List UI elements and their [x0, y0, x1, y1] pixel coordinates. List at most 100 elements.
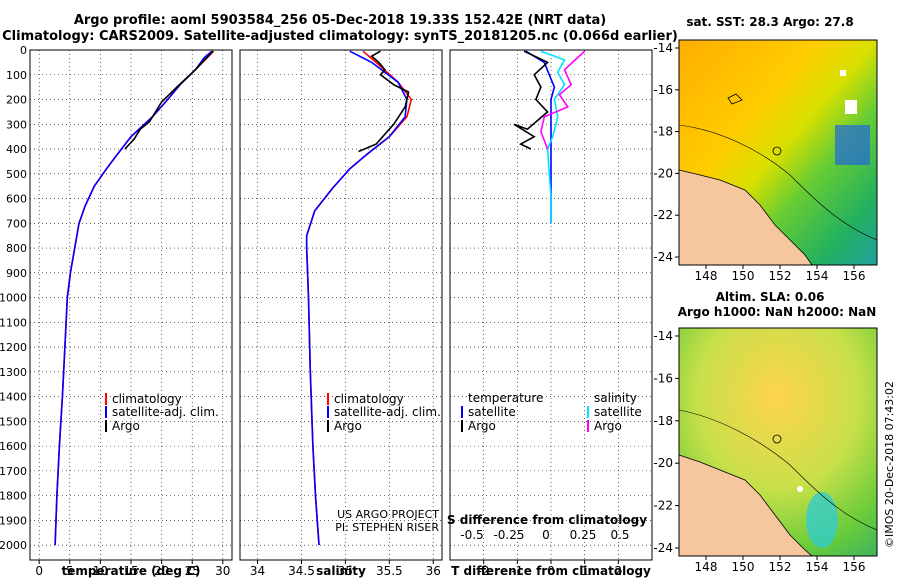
credit-line-2: PI: STEPHEN RISER	[335, 521, 439, 534]
x-tick-label: 15	[123, 564, 138, 578]
title-line-1: Argo profile: aoml 5903584_256 05-Dec-20…	[73, 13, 607, 28]
depth-tick-label: 2000	[0, 539, 27, 552]
depth-tick-label: 300	[6, 118, 27, 131]
salinity-legend: climatology satellite-adj. clim. Argo	[327, 392, 441, 433]
diff-legend-s-argo: Argo	[594, 419, 622, 433]
series-line-difference-s-satellite	[540, 50, 566, 224]
x-tick-label: -2	[478, 564, 490, 578]
sal-legend-climatology: climatology	[334, 392, 404, 406]
series-line-salinity-argo	[358, 50, 410, 153]
depth-tick-label: 200	[6, 94, 27, 107]
lon-tick-label: 154	[806, 269, 829, 283]
lon-tick-label: 148	[695, 269, 718, 283]
x-tick-label: 2	[615, 564, 623, 578]
x-tick-label: 20	[154, 564, 169, 578]
sla-cyan-patch	[806, 492, 838, 548]
lat-tick-label: -22	[653, 499, 673, 513]
series-line-temperature-argo	[124, 50, 214, 150]
x-tick-label: 30	[215, 564, 230, 578]
s-diff-tick-label: 0.5	[610, 528, 629, 542]
depth-tick-label: 1700	[0, 465, 27, 478]
sst-island	[772, 146, 782, 156]
x-tick-label: 36	[426, 564, 441, 578]
depth-tick-label: 1600	[0, 440, 27, 453]
salinity-axes	[239, 49, 443, 561]
lon-tick-label: 152	[769, 560, 792, 574]
sla-white-dot	[797, 486, 803, 492]
depth-tick-label: 800	[6, 242, 27, 255]
temp-legend-argo: Argo	[112, 419, 140, 433]
depth-tick-label: 1000	[0, 292, 27, 305]
depth-tick-label: 1500	[0, 415, 27, 428]
lat-tick-label: -24	[653, 541, 673, 555]
depth-tick-label: 100	[6, 69, 27, 82]
map-top-title: sat. SST: 28.3 Argo: 27.8	[686, 15, 853, 29]
temperature-legend: climatology satellite-adj. clim. Argo	[105, 392, 219, 433]
lat-tick-label: -18	[653, 125, 673, 139]
temp-legend-climatology: climatology	[112, 392, 182, 406]
sst-missing-patch-1	[845, 100, 857, 114]
depth-tick-label: 500	[6, 168, 27, 181]
lat-tick-label: -14	[653, 329, 673, 343]
s-diff-tick-label: -0.25	[493, 528, 524, 542]
lat-tick-label: -24	[653, 250, 673, 264]
credit-line-1: US ARGO PROJECT	[337, 508, 439, 521]
x-tick-label: 25	[185, 564, 200, 578]
depth-tick-label: 1200	[0, 341, 27, 354]
difference-legend: temperature satellite Argo salinity sate…	[461, 391, 642, 433]
lon-tick-label: 148	[695, 560, 718, 574]
sal-legend-satellite: satellite-adj. clim.	[334, 405, 441, 419]
lon-tick-label: 150	[732, 269, 755, 283]
x-tick-label: 0	[35, 564, 43, 578]
depth-tick-label: 0	[20, 44, 27, 57]
sla-island	[772, 434, 782, 444]
lat-tick-label: -16	[653, 83, 673, 97]
s-diff-tick-label: 0	[542, 528, 550, 542]
sst-reef-line	[679, 124, 877, 241]
sal-legend-argo: Argo	[334, 419, 362, 433]
lat-tick-label: -22	[653, 208, 673, 222]
x-tick-label: 5	[66, 564, 74, 578]
diff-legend-salinity-title: salinity	[594, 391, 637, 405]
series-line-salinity-satellite-adj-clim-	[305, 50, 408, 546]
x-tick-label: 34	[250, 564, 265, 578]
imos-side-label: ©IMOS 20-Dec-2018 07:43:02	[883, 381, 896, 548]
x-tick-label: -1	[511, 564, 523, 578]
depth-tick-label: 1800	[0, 490, 27, 503]
depth-tick-label: 1400	[0, 391, 27, 404]
map-bottom-title-1: Altim. SLA: 0.06	[716, 290, 825, 304]
map-bottom-title-2: Argo h1000: NaN h2000: NaN	[678, 305, 877, 319]
depth-tick-label: 900	[6, 267, 27, 280]
x-tick-label: 1	[581, 564, 589, 578]
series-line-difference-t-satellite	[525, 50, 556, 224]
temp-legend-satellite: satellite-adj. clim.	[112, 405, 219, 419]
x-tick-label: 34.5	[288, 564, 315, 578]
depth-tick-label: 600	[6, 193, 27, 206]
series-line-difference-t-argo	[513, 50, 550, 150]
sst-blue-patch	[835, 125, 870, 165]
depth-tick-label: 1900	[0, 514, 27, 527]
depth-tick-label: 700	[6, 217, 27, 230]
diff-legend-temperature-title: temperature	[468, 391, 543, 405]
salinity-xlabel: salinity	[316, 564, 366, 578]
sla-land	[679, 454, 813, 556]
map-top	[679, 40, 877, 265]
sst-reef-1	[727, 93, 743, 105]
depth-tick-label: 400	[6, 143, 27, 156]
map-bottom-frame	[678, 327, 878, 557]
difference-xlabel: T difference from climatology	[451, 564, 651, 578]
lon-tick-label: 150	[732, 560, 755, 574]
sst-land	[679, 169, 813, 265]
s-diff-tick-label: 0.25	[570, 528, 597, 542]
sst-missing-patch-2	[840, 70, 846, 76]
s-difference-label: S difference from climatology	[447, 513, 647, 527]
depth-tick-label: 1100	[0, 316, 27, 329]
lat-tick-label: -16	[653, 371, 673, 385]
map-bottom	[679, 328, 877, 556]
lat-tick-label: -20	[653, 456, 673, 470]
diff-legend-t-argo: Argo	[468, 419, 496, 433]
sla-reef-line	[679, 409, 877, 531]
depth-tick-label: 1300	[0, 366, 27, 379]
temperature-xlabel: temperature (deg C)	[62, 564, 201, 578]
